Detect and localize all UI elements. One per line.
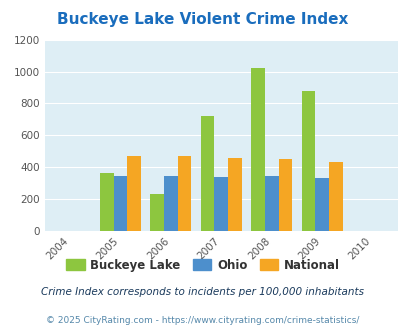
- Bar: [113, 176, 127, 231]
- Bar: [200, 116, 214, 231]
- Text: Crime Index corresponds to incidents per 100,000 inhabitants: Crime Index corresponds to incidents per…: [41, 287, 364, 297]
- Bar: [228, 158, 241, 231]
- Bar: [100, 173, 113, 231]
- Text: © 2025 CityRating.com - https://www.cityrating.com/crime-statistics/: © 2025 CityRating.com - https://www.city…: [46, 315, 359, 325]
- Bar: [264, 176, 278, 231]
- Bar: [251, 68, 264, 231]
- Bar: [278, 159, 292, 231]
- Legend: Buckeye Lake, Ohio, National: Buckeye Lake, Ohio, National: [62, 255, 343, 275]
- Bar: [301, 91, 315, 231]
- Text: Buckeye Lake Violent Crime Index: Buckeye Lake Violent Crime Index: [57, 12, 348, 26]
- Bar: [177, 156, 191, 231]
- Bar: [315, 178, 328, 231]
- Bar: [127, 156, 141, 231]
- Bar: [164, 176, 177, 231]
- Bar: [150, 193, 164, 231]
- Bar: [328, 162, 342, 231]
- Bar: [214, 177, 228, 231]
